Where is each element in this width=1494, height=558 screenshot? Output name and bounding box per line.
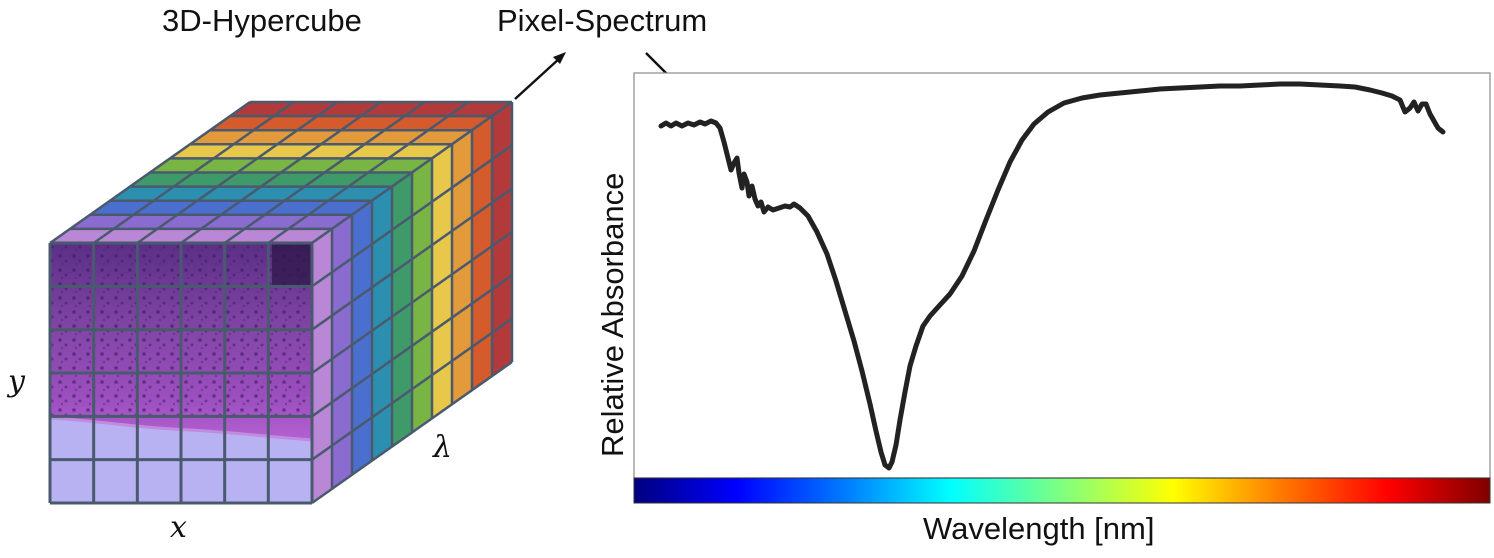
cube-front-grid <box>48 241 314 505</box>
spectrum-title: Pixel-Spectrum <box>497 3 707 38</box>
grid-line <box>311 144 513 288</box>
cube-side-face <box>310 100 514 505</box>
grid-line <box>311 187 513 331</box>
spectrum-curve <box>658 81 1446 471</box>
cube-title: 3D-Hypercube <box>162 3 362 38</box>
wavelength-colorbar <box>633 477 1491 504</box>
y-axis-title: Relative Absorbance <box>595 173 630 457</box>
grid-line <box>311 317 513 461</box>
lambda-axis-label: λ <box>432 430 452 465</box>
grid-line <box>311 100 513 245</box>
plot-frame <box>633 72 1491 479</box>
grid-line <box>311 360 513 505</box>
x-axis-title: Wavelength [nm] <box>923 511 1154 546</box>
grid-line <box>311 274 513 418</box>
x-axis-label: x <box>170 510 187 545</box>
grid-line <box>311 230 513 375</box>
y-axis-label: y <box>6 364 26 399</box>
